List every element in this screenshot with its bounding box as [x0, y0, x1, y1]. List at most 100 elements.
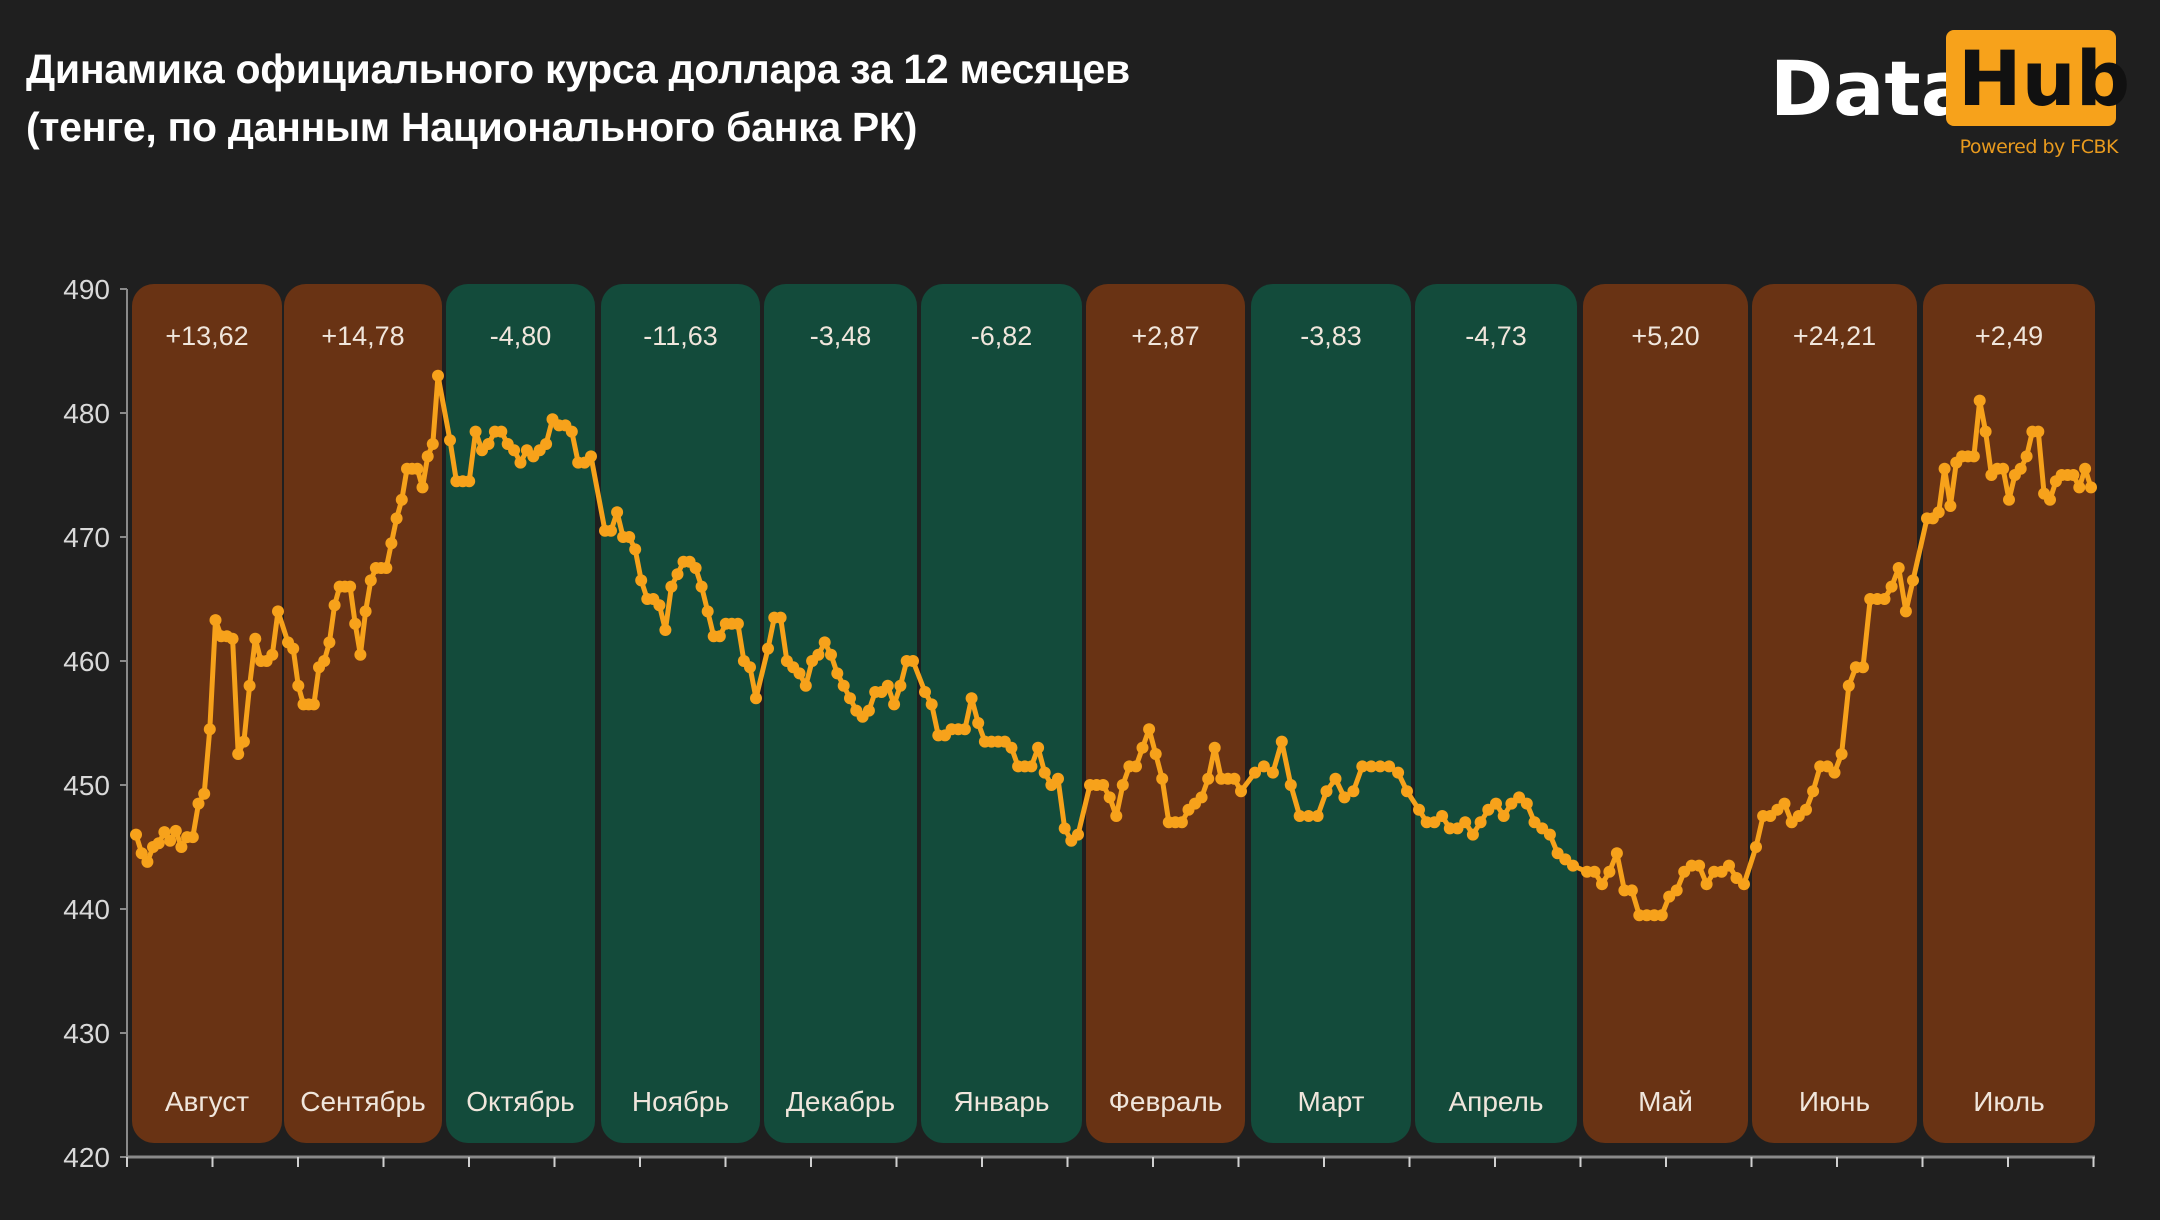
data-point-marker — [395, 493, 408, 506]
data-point-marker — [1459, 816, 1472, 829]
data-point-marker — [1878, 593, 1891, 605]
logo-hub-box: Hub — [1946, 30, 2130, 126]
data-point-marker — [1885, 580, 1898, 593]
month-panel-5: -3,48 Декабрь — [764, 284, 917, 1143]
data-point-marker — [689, 562, 702, 574]
data-point-marker — [1596, 878, 1608, 891]
data-point-marker — [1693, 859, 1706, 872]
data-point-marker — [1195, 791, 1208, 804]
data-point-marker — [1338, 791, 1351, 804]
data-point-marker — [1997, 462, 2010, 475]
data-point-marker — [292, 679, 305, 692]
data-point-marker — [1383, 760, 1396, 773]
y-tick-label: 440 — [63, 894, 110, 925]
data-point-marker — [888, 698, 901, 711]
data-point-marker — [266, 648, 279, 661]
data-point-marker — [186, 831, 199, 844]
data-point-marker — [1967, 450, 1980, 463]
y-tick-label: 450 — [63, 770, 110, 801]
month-panel-bg — [1752, 284, 1917, 1143]
data-point-marker — [1490, 797, 1502, 810]
data-point-marker — [629, 543, 642, 556]
month-panels: +13,62 Август +14,78 Сентябрь -4,80 Октябрь -1… — [132, 284, 2095, 1143]
data-point-marker — [844, 692, 856, 705]
data-point-marker — [1603, 865, 1616, 878]
data-point-marker — [243, 679, 256, 692]
data-point-marker — [919, 686, 931, 698]
data-point-marker — [349, 617, 362, 630]
month-panel-bg — [1251, 284, 1411, 1143]
month-name-label: Август — [165, 1086, 249, 1117]
data-point-marker — [665, 580, 678, 593]
data-point-marker — [2085, 481, 2097, 494]
data-point-marker — [1130, 760, 1142, 773]
data-point-marker — [1938, 462, 1951, 475]
data-point-marker — [495, 425, 508, 438]
data-point-marker — [1058, 822, 1071, 835]
data-point-marker — [1610, 847, 1623, 860]
month-change-label: +5,20 — [1631, 321, 1699, 351]
month-panel-bg — [921, 284, 1082, 1143]
data-point-marker — [1175, 816, 1188, 829]
data-point-marker — [1932, 506, 1945, 519]
data-point-marker — [653, 599, 666, 612]
data-point-marker — [1401, 785, 1413, 798]
data-point-marker — [1156, 772, 1169, 785]
month-name-label: Апрель — [1449, 1086, 1544, 1117]
y-tick-label: 430 — [63, 1018, 110, 1049]
data-point-marker — [799, 679, 812, 692]
data-point-marker — [1857, 661, 1869, 674]
data-point-marker — [881, 679, 894, 692]
data-point-marker — [421, 450, 434, 463]
month-panel-bg — [1415, 284, 1577, 1143]
data-point-marker — [695, 580, 708, 593]
data-point-marker — [965, 692, 978, 705]
data-point-marker — [831, 667, 844, 680]
data-point-marker — [774, 611, 787, 624]
data-point-marker — [169, 824, 182, 837]
data-point-marker — [1329, 772, 1342, 785]
data-point-marker — [585, 450, 597, 463]
data-point-marker — [671, 568, 684, 581]
month-panel-10: +5,20 Май — [1583, 284, 1748, 1143]
data-point-marker — [565, 425, 578, 438]
data-point-marker — [175, 841, 188, 853]
month-change-label: +24,21 — [1793, 321, 1876, 351]
data-point-marker — [1228, 772, 1241, 785]
data-point-marker — [812, 648, 825, 661]
data-point-marker — [232, 748, 245, 760]
data-point-marker — [287, 642, 300, 655]
data-point-marker — [731, 617, 744, 630]
data-point-marker — [623, 531, 636, 543]
month-change-label: -4,80 — [490, 321, 552, 351]
chart-axes: 420 430 440 450 460 470 480 490 — [63, 274, 2095, 1173]
month-name-label: Сентябрь — [300, 1086, 425, 1117]
month-name-label: Июнь — [1799, 1086, 1870, 1117]
data-point-marker — [862, 704, 875, 717]
data-point-marker — [203, 723, 216, 736]
data-point-marker — [164, 834, 177, 847]
data-point-marker — [2073, 481, 2086, 494]
data-point-marker — [1097, 779, 1110, 791]
data-point-marker — [1828, 766, 1841, 779]
month-change-label: +13,62 — [165, 321, 248, 351]
data-point-marker — [1436, 810, 1449, 822]
data-point-marker — [837, 679, 850, 692]
data-point-marker — [1807, 785, 1820, 798]
data-point-marker — [1356, 760, 1369, 773]
data-point-marker — [237, 735, 250, 748]
data-point-marker — [744, 661, 756, 674]
data-point-marker — [1374, 760, 1387, 773]
data-point-marker — [611, 506, 624, 519]
data-point-marker — [1723, 859, 1735, 872]
month-panel-12: +2,49 Июль — [1923, 284, 2095, 1143]
data-point-marker — [1275, 735, 1288, 748]
data-point-marker — [141, 855, 154, 868]
logo-word-data: Data — [1770, 44, 1972, 133]
data-point-marker — [907, 655, 919, 667]
data-point-marker — [411, 462, 424, 475]
month-change-label: +14,78 — [321, 321, 404, 351]
month-change-label: -11,63 — [643, 321, 718, 351]
data-point-marker — [1899, 605, 1912, 618]
